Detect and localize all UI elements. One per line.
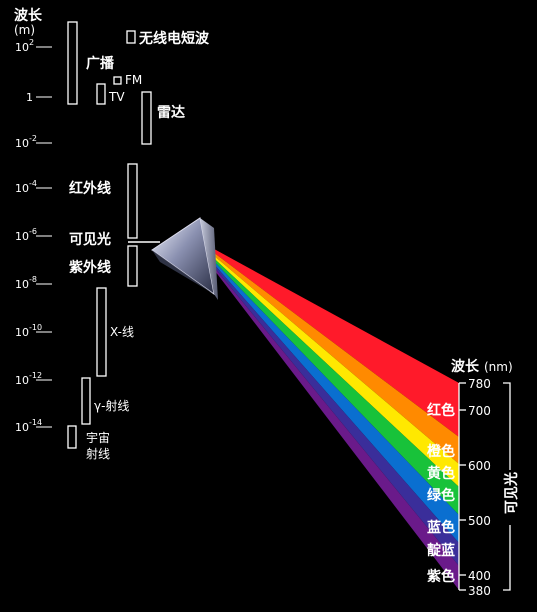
broadcast-range-box — [67, 21, 78, 105]
visible-vertical-label: 可见光 — [503, 472, 520, 514]
axis-tick-label: 10-12 — [15, 371, 42, 387]
tick-exponent: -14 — [29, 418, 42, 427]
axis-tick-label: 102 — [15, 38, 34, 54]
tick-exponent: 2 — [29, 38, 34, 47]
fm-range-box — [113, 76, 122, 85]
label-tv: TV — [108, 90, 125, 104]
spectrum-band-3 — [205, 250, 459, 515]
color-label: 红色 — [427, 402, 455, 419]
tick-exponent: -6 — [29, 227, 37, 236]
cosmic-range-box — [67, 425, 77, 449]
radar-range-box — [141, 91, 152, 145]
axis-tick-label: 10-2 — [15, 134, 37, 150]
visible-scale-title: 波长 — [451, 358, 480, 375]
nm-tick-label: 600 — [468, 459, 491, 473]
shortwave-range-box — [126, 30, 136, 44]
ultraviolet-range-box — [127, 245, 138, 287]
axis-tick-label: 1 — [26, 91, 33, 104]
tick-base: 10 — [15, 41, 29, 54]
tick-base: 10 — [15, 182, 29, 195]
nm-tick-label: 780 — [468, 377, 491, 391]
tick-base: 1 — [26, 91, 33, 104]
spectrum-band-0 — [205, 244, 459, 437]
axis-tick-label: 10-6 — [15, 227, 37, 243]
visible-scale-unit: (nm) — [484, 360, 513, 374]
tick-exponent: -2 — [29, 134, 37, 143]
gamma-range-box — [81, 377, 91, 425]
label-xray: X-线 — [110, 325, 134, 339]
tick-base: 10 — [15, 230, 29, 243]
tick-base: 10 — [15, 374, 29, 387]
label-visible: 可见光 — [69, 231, 111, 248]
tv-range-box — [96, 83, 106, 105]
tick-base: 10 — [15, 421, 29, 434]
nm-tick-label: 700 — [468, 404, 491, 418]
label-infrared: 红外线 — [69, 180, 111, 197]
label-gamma: γ-射线 — [94, 398, 129, 413]
label-cosmic-1: 宇宙 — [86, 430, 110, 445]
infrared-range-box — [127, 163, 138, 239]
nm-tick-label: 500 — [468, 514, 491, 528]
axis-tick-label: 10-8 — [15, 275, 37, 291]
color-label: 靛蓝 — [427, 542, 455, 559]
axis-unit: (m) — [14, 23, 35, 37]
color-label: 紫色 — [427, 568, 455, 585]
axis-tick-label: 10-10 — [15, 323, 42, 339]
nm-tick-label: 400 — [468, 569, 491, 583]
axis-tick-label: 10-4 — [15, 179, 37, 195]
label-cosmic-2: 射线 — [86, 446, 110, 461]
tick-base: 10 — [15, 137, 29, 150]
color-label: 绿色 — [427, 487, 455, 504]
xray-range-box — [96, 287, 107, 377]
label-fm: FM — [125, 73, 142, 87]
axis-tick-label: 10-14 — [15, 418, 42, 434]
spectrum-band-2 — [205, 248, 459, 487]
visible-bracket — [503, 382, 511, 591]
spectrum-band-5 — [205, 254, 459, 566]
label-broadcast: 广播 — [86, 55, 115, 72]
spectrum-band-1 — [205, 246, 459, 464]
spectrum-fan — [205, 244, 459, 590]
color-label: 蓝色 — [427, 519, 455, 536]
color-label: 橙色 — [427, 443, 455, 460]
prism — [151, 217, 218, 300]
label-ultraviolet: 紫外线 — [69, 259, 111, 276]
tick-exponent: -4 — [29, 179, 37, 188]
label-radar: 雷达 — [157, 104, 185, 121]
color-label: 黄色 — [427, 465, 455, 482]
tick-base: 10 — [15, 278, 29, 291]
spectrum-band-6 — [205, 256, 459, 590]
label-radio-wave: 无线电短波 — [138, 30, 210, 47]
nm-tick-label: 380 — [468, 584, 491, 598]
spectrum-band-4 — [205, 252, 459, 543]
axis-title: 波长 — [14, 7, 43, 24]
tick-exponent: -10 — [29, 323, 42, 332]
tick-exponent: -8 — [29, 275, 37, 284]
tick-base: 10 — [15, 326, 29, 339]
tick-exponent: -12 — [29, 371, 42, 380]
band-boxes — [67, 21, 152, 449]
